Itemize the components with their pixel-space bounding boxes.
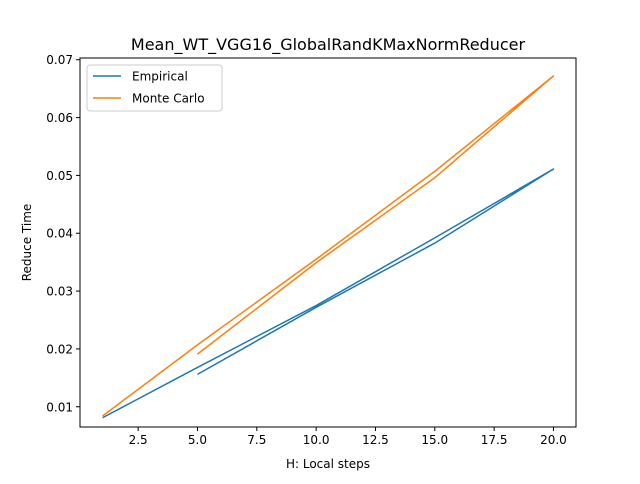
x-tick-label: 2.5 — [129, 433, 148, 447]
x-tick-label: 17.5 — [481, 433, 508, 447]
x-tick-label: 12.5 — [362, 433, 389, 447]
y-tick-label: 0.04 — [46, 227, 73, 241]
y-tick-label: 0.03 — [46, 285, 73, 299]
legend-label-monte-carlo: Monte Carlo — [132, 92, 205, 106]
plot-frame — [79, 57, 577, 428]
legend: Empirical Monte Carlo — [86, 64, 223, 112]
series-layer — [102, 75, 555, 419]
y-tick-label: 0.07 — [46, 53, 73, 67]
x-axis-label: H: Local steps — [286, 457, 370, 471]
y-tick-label: 0.02 — [46, 342, 73, 356]
y-tick-label: 0.05 — [46, 169, 73, 183]
y-tick-label: 0.06 — [46, 111, 73, 125]
x-tick-label: 10.0 — [303, 433, 330, 447]
y-axis: 0.01 0.02 0.03 0.04 0.05 0.06 0.07 — [46, 53, 80, 414]
series-line-monte-carlo — [102, 75, 555, 417]
chart-title: Mean_WT_VGG16_GlobalRandKMaxNormReducer — [131, 35, 526, 55]
series-line-empirical — [102, 168, 555, 419]
x-tick-label: 20.0 — [540, 433, 567, 447]
x-tick-label: 15.0 — [421, 433, 448, 447]
y-tick-label: 0.01 — [46, 400, 73, 414]
x-tick-label: 7.5 — [247, 433, 266, 447]
x-axis: 2.5 5.0 7.5 10.0 12.5 15.0 17.5 20.0 — [129, 427, 567, 447]
y-axis-label: Reduce Time — [20, 204, 34, 282]
legend-label-empirical: Empirical — [132, 70, 188, 84]
x-tick-label: 5.0 — [188, 433, 207, 447]
